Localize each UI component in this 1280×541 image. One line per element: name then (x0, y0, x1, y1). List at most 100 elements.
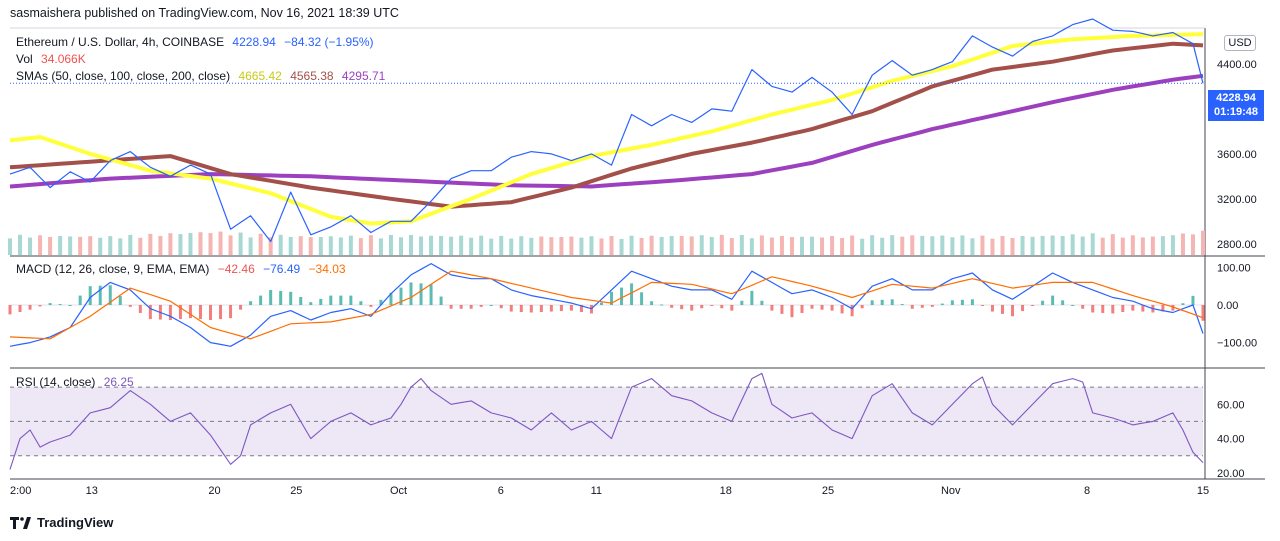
volume-bar (669, 235, 674, 255)
macd-histogram-bar (38, 304, 42, 307)
volume-bar (128, 234, 133, 255)
sma50-line (9, 32, 1204, 226)
macd-histogram-bar (289, 291, 293, 305)
macd-histogram-bar (229, 304, 233, 319)
macd-histogram-bar (259, 295, 263, 305)
macd-histogram-bar (58, 304, 62, 306)
volume-bar (820, 237, 825, 255)
volume-bar (1000, 235, 1005, 255)
volume-bar (1170, 235, 1175, 255)
macd-histogram-bar (128, 304, 132, 307)
volume-bar (629, 235, 634, 255)
macd-signal-line (9, 270, 1204, 340)
macd-histogram-bar (1101, 304, 1105, 313)
macd-histogram-bar (1141, 304, 1145, 312)
macd-histogram-bar (1181, 303, 1185, 305)
tradingview-logo-icon (10, 516, 31, 529)
rsi-axis-tick: 40.00 (1217, 434, 1245, 446)
volume-bar (729, 238, 734, 255)
volume-bar (1201, 230, 1205, 255)
last-price: 4228.94 (1216, 92, 1256, 104)
legend-smas: SMAs (50, close, 100, close, 200, close)… (16, 69, 390, 83)
volume-bar (1030, 236, 1035, 255)
legend-volume: Vol 34.066K (16, 52, 91, 66)
volume-bar (258, 233, 263, 255)
legend-macd-signal: −34.03 (308, 262, 346, 276)
macd-histogram-bar (28, 304, 32, 310)
volume-bar (68, 236, 73, 255)
macd-histogram-bar (349, 295, 353, 305)
volume-bar (930, 236, 935, 255)
legend-change: −84.32 (−1.95%) (284, 35, 374, 49)
volume-bar (429, 235, 434, 255)
macd-histogram-bar (68, 304, 72, 306)
volume-bar (799, 236, 804, 255)
macd-histogram-bar (910, 304, 914, 309)
macd-histogram-bar (680, 304, 684, 310)
macd-histogram-bar (890, 299, 894, 305)
macd-histogram-bar (1091, 304, 1095, 313)
macd-histogram-bar (930, 304, 934, 307)
macd-histogram-bar (138, 304, 142, 313)
macd-histogram-bar (279, 290, 283, 305)
volume-bar (689, 236, 694, 255)
sma100-line (9, 41, 1204, 209)
volume-bar (218, 231, 223, 255)
volume-bar (1120, 237, 1125, 255)
macd-histogram-bar (1201, 304, 1205, 321)
macd-histogram-bar (760, 300, 764, 305)
volume-bar (619, 238, 624, 255)
macd-histogram-bar (1071, 304, 1075, 306)
macd-histogram-bar (98, 285, 102, 305)
volume-bar (318, 236, 323, 255)
price-pane (10, 28, 1203, 255)
volume-bar (1070, 234, 1075, 255)
macd-histogram-bar (1191, 295, 1195, 305)
volume-bar (358, 238, 363, 255)
volume-bar (529, 237, 534, 255)
volume-bar (990, 238, 995, 255)
currency-button[interactable]: USD (1224, 35, 1256, 51)
macd-histogram-bar (459, 304, 463, 309)
volume-bar (328, 236, 333, 255)
volume-bar (248, 237, 253, 255)
footer-brand[interactable]: TradingView (10, 515, 113, 530)
volume-bar (719, 234, 724, 255)
volume-bar (1020, 236, 1025, 255)
macd-histogram-bar (950, 300, 954, 305)
volume-bar (499, 235, 504, 255)
volume-bar (639, 237, 644, 255)
macd-axis-tick: 0.00 (1217, 300, 1238, 312)
volume-bar (1040, 235, 1045, 255)
macd-histogram-bar (1011, 304, 1015, 317)
macd-histogram-bar (569, 304, 573, 311)
volume-bar (679, 236, 684, 255)
volume-bar (860, 238, 865, 255)
legend-sma50: 4665.42 (238, 69, 282, 83)
macd-histogram-bar (750, 290, 754, 305)
volume-bar (168, 233, 173, 255)
volume-bar (238, 232, 243, 255)
macd-histogram-bar (549, 304, 553, 312)
volume-bar (920, 235, 925, 255)
volume-bar (398, 237, 403, 255)
legend-rsi-label: RSI (14, close) (16, 375, 96, 389)
volume-bar (459, 235, 464, 255)
volume-bar (118, 238, 123, 255)
macd-histogram-bar (489, 304, 493, 306)
macd-histogram-bar (519, 304, 523, 313)
volume-bar (1100, 237, 1105, 255)
sma200-line (9, 73, 1204, 189)
legend-sma100: 4565.38 (290, 69, 334, 83)
volume-bar (970, 238, 975, 255)
volume-bar (910, 235, 915, 255)
legend-sma200: 4295.71 (341, 69, 386, 83)
macd-histogram-bar (980, 304, 984, 306)
macd-histogram-bar (920, 304, 924, 308)
volume-bar (649, 235, 654, 255)
macd-histogram-bar (660, 304, 664, 306)
volume-bar (739, 235, 744, 255)
volume-bar (950, 237, 955, 255)
macd-histogram-bar (730, 304, 734, 311)
time-axis-tick: 6 (498, 485, 504, 497)
